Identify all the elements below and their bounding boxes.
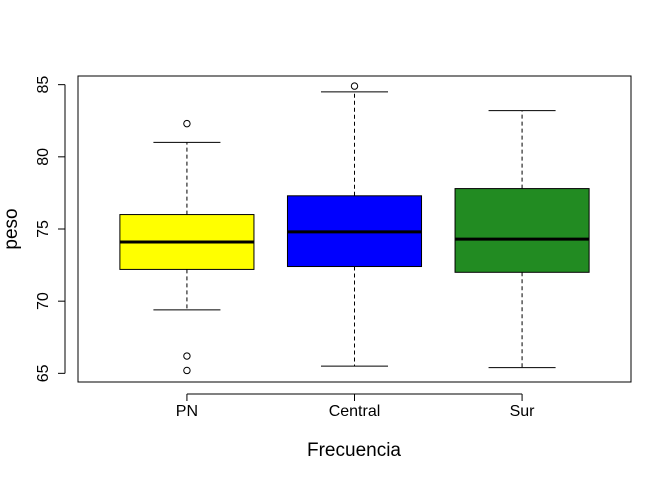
- iqr-box: [454, 188, 590, 273]
- y-axis-title: peso: [1, 208, 22, 249]
- y-tick-label: 65: [35, 364, 52, 382]
- y-tick-label: 70: [35, 292, 52, 310]
- y-axis: 65 70 75 80 85: [35, 76, 66, 382]
- x-axis: PN Central Sur: [176, 393, 536, 420]
- y-tick-label: 75: [35, 220, 52, 238]
- box-pn: [119, 119, 255, 375]
- boxes-group: [119, 82, 590, 375]
- box-sur: [454, 110, 590, 369]
- x-tick-label: Central: [329, 403, 381, 420]
- plot-frame: [77, 75, 632, 383]
- x-axis-title: Frecuencia: [307, 440, 401, 461]
- outlier-point: [183, 366, 191, 375]
- y-tick-label: 85: [35, 76, 52, 94]
- x-tick-label: Sur: [510, 403, 536, 420]
- box-central: [286, 82, 423, 367]
- x-tick-label: PN: [176, 403, 198, 420]
- outlier-point: [183, 352, 191, 360]
- y-tick-label: 80: [35, 148, 52, 166]
- outlier-point: [183, 119, 191, 128]
- outlier-point: [350, 82, 359, 90]
